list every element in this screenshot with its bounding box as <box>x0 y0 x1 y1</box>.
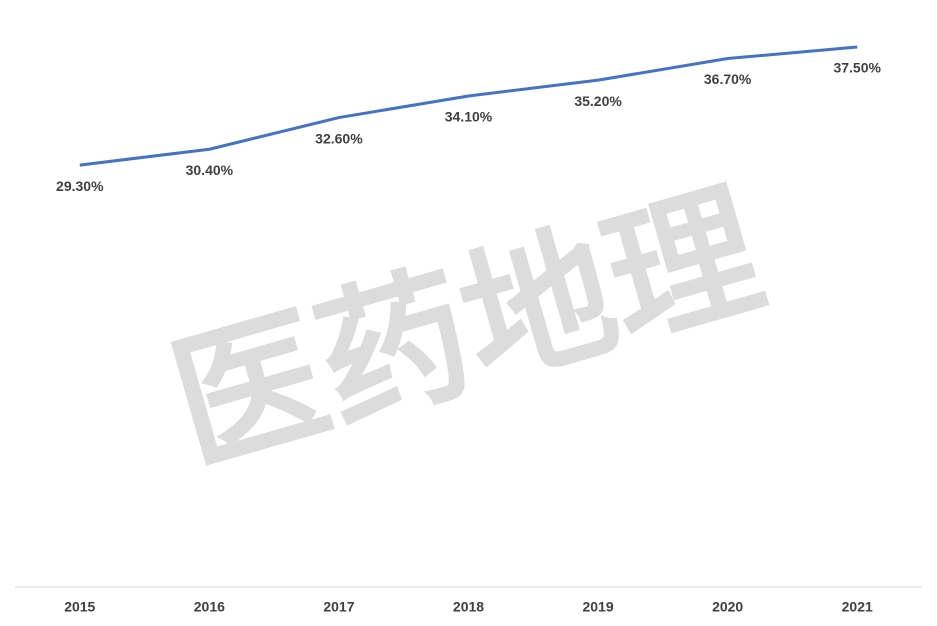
data-label: 36.70% <box>704 71 752 87</box>
x-tick-label: 2015 <box>64 599 95 615</box>
data-label: 34.10% <box>445 109 493 125</box>
data-label: 32.60% <box>315 130 363 146</box>
data-label: 29.30% <box>56 178 104 194</box>
x-tick-label: 2017 <box>323 599 354 615</box>
data-label: 30.40% <box>186 162 234 178</box>
x-tick-label: 2019 <box>582 599 613 615</box>
watermark: 医药地理 <box>155 165 778 492</box>
data-line <box>79 45 858 167</box>
x-tick-label: 2018 <box>453 599 484 615</box>
data-label: 35.20% <box>574 93 622 109</box>
data-label: 37.50% <box>833 60 881 76</box>
x-tick-label: 2020 <box>712 599 743 615</box>
x-tick-label: 2021 <box>842 599 873 615</box>
x-tick-label: 2016 <box>194 599 225 615</box>
